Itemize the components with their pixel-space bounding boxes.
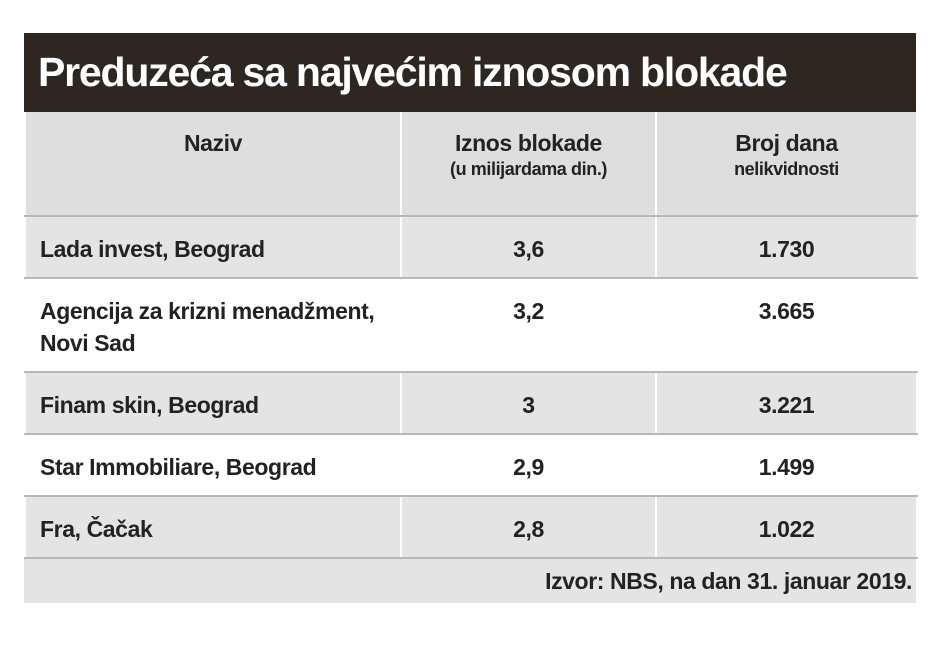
header-subtext: (u milijardama din.) — [449, 159, 608, 179]
table-row: Finam skin, Beograd 3 3.221 — [24, 372, 918, 435]
cell-value: 1.022 — [758, 516, 815, 542]
table-row: Star Immobiliare, Beograd 2,9 1.499 — [24, 434, 918, 497]
cell-value: 3,6 — [513, 236, 544, 262]
table: Naziv Iznos blokade (u milijardama din.) Br… — [24, 112, 918, 559]
header-row: Naziv Iznos blokade (u milijardama din.) Br… — [24, 112, 918, 217]
cell-value: 3,2 — [513, 298, 544, 324]
table-cell: 1.730 — [655, 216, 918, 279]
header-cell: Broj dana nelikvidnosti — [655, 112, 918, 217]
header-cell: Naziv — [24, 112, 402, 217]
table-row: Fra, Čačak 2,8 1.022 — [24, 496, 918, 559]
header-text: Naziv — [183, 130, 243, 156]
table-cell: 3,2 — [400, 278, 657, 373]
table-cell: 1.022 — [655, 496, 918, 559]
company-name: Fra, Čačak — [40, 516, 153, 542]
cell-value: 1.730 — [758, 236, 815, 262]
company-name: Agencija za krizni menadžment, Novi Sad — [40, 298, 375, 356]
table-cell: 2,9 — [400, 434, 657, 497]
table-cell: Lada invest, Beograd — [24, 216, 402, 279]
table-cell: 2,8 — [400, 496, 657, 559]
table-cell: 1.499 — [655, 434, 918, 497]
header-text: Iznos blokade — [455, 130, 602, 156]
table-row: Lada invest, Beograd 3,6 1.730 — [24, 216, 918, 279]
infographic: Preduzeća sa najvećim iznosom blokade Na… — [24, 33, 918, 603]
table-row: Agencija za krizni menadžment, Novi Sad 3… — [24, 278, 918, 373]
table-cell: Star Immobiliare, Beograd — [24, 434, 402, 497]
company-name: Finam skin, Beograd — [40, 392, 259, 418]
title: Preduzeća sa najvećim iznosom blokade — [24, 33, 916, 112]
cell-value: 2,9 — [513, 454, 544, 480]
table-cell: Agencija za krizni menadžment, Novi Sad — [24, 278, 402, 373]
cell-value: 3.221 — [758, 392, 815, 418]
table-cell: Finam skin, Beograd — [24, 372, 402, 435]
header-cell: Iznos blokade (u milijardama din.) — [400, 112, 657, 217]
company-name: Lada invest, Beograd — [40, 236, 265, 262]
cell-value: 3 — [522, 392, 535, 418]
table-cell: 3.665 — [655, 278, 918, 373]
header-text: Broj dana — [735, 130, 838, 156]
header-subtext: nelikvidnosti — [734, 159, 839, 179]
cell-value: 3.665 — [758, 298, 815, 324]
table-cell: Fra, Čačak — [24, 496, 402, 559]
cell-value: 1.499 — [758, 454, 815, 480]
table-cell: 3 — [400, 372, 657, 435]
source: Izvor: NBS, na dan 31. januar 2019. — [24, 559, 916, 603]
table-cell: 3,6 — [400, 216, 657, 279]
company-name: Star Immobiliare, Beograd — [40, 454, 317, 480]
table-cell: 3.221 — [655, 372, 918, 435]
cell-value: 2,8 — [513, 516, 544, 542]
